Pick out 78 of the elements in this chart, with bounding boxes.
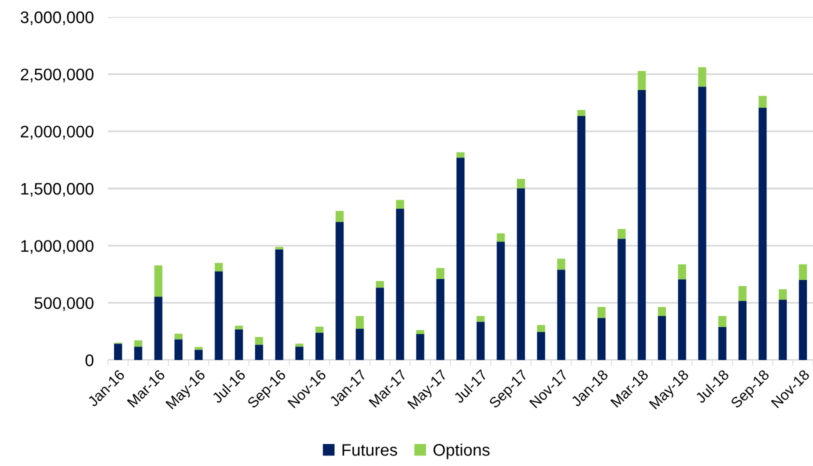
bar (356, 316, 364, 329)
bar (154, 265, 162, 297)
bar (718, 326, 726, 360)
bar (436, 278, 444, 360)
y-tick-label: 0 (85, 354, 94, 366)
bar (214, 271, 223, 360)
bar (698, 86, 706, 360)
bar (234, 326, 243, 330)
bar (738, 286, 747, 302)
bar (618, 228, 626, 239)
bar (416, 330, 424, 334)
bar (738, 301, 747, 360)
bar (134, 340, 142, 347)
bar (476, 322, 485, 360)
bar (436, 268, 444, 279)
bar (234, 329, 243, 360)
bar (255, 337, 264, 345)
y-tick-label: 2,500,000 (20, 68, 94, 82)
bar (174, 339, 183, 360)
bar (557, 258, 566, 270)
bar (214, 262, 223, 272)
bar (496, 233, 505, 242)
y-tick-label: 1,000,000 (21, 240, 94, 254)
bar (174, 334, 183, 340)
bar (456, 158, 465, 360)
bar (336, 222, 344, 360)
bar (557, 270, 566, 360)
y-tick-label: 2,000,000 (20, 126, 94, 140)
bar (396, 208, 404, 360)
bar (154, 296, 162, 360)
bar (778, 300, 787, 360)
bar (376, 280, 384, 288)
bar (597, 306, 606, 318)
bar (496, 242, 505, 360)
bar (396, 200, 404, 209)
bar (638, 70, 646, 90)
bar (678, 264, 686, 280)
bar (315, 332, 324, 360)
bar (577, 116, 586, 360)
bar (295, 346, 304, 360)
bar (194, 346, 203, 350)
bar (416, 334, 424, 360)
bar (134, 346, 142, 360)
bar (194, 350, 203, 360)
bar (597, 318, 606, 360)
bar (336, 210, 344, 222)
bar (778, 289, 787, 300)
bar (516, 178, 525, 188)
bar (114, 344, 122, 360)
bar (577, 110, 586, 116)
bar (758, 108, 767, 360)
bar (295, 344, 304, 347)
bar (718, 316, 726, 327)
legend-label: Futures (342, 444, 398, 456)
bar (798, 264, 807, 280)
bar (476, 316, 485, 322)
bar (658, 316, 666, 360)
y-tick-label: 1,500,000 (21, 182, 94, 197)
bar (275, 246, 284, 250)
bar (315, 326, 324, 333)
bar (658, 306, 666, 316)
bar (798, 280, 807, 360)
bar (376, 288, 384, 360)
y-tick-label: 3,000,000 (20, 11, 94, 26)
bar (456, 152, 465, 158)
bar (255, 344, 264, 360)
y-tick-label: 500,000 (34, 297, 94, 312)
bar (516, 188, 525, 360)
bar (537, 325, 546, 332)
bar (537, 332, 546, 360)
legend-label: Options (433, 444, 490, 460)
bar (356, 328, 364, 360)
bar (275, 249, 284, 360)
bar (678, 279, 686, 360)
bar (618, 238, 626, 360)
bar (698, 67, 706, 87)
bar (638, 90, 646, 360)
bar (758, 96, 767, 108)
